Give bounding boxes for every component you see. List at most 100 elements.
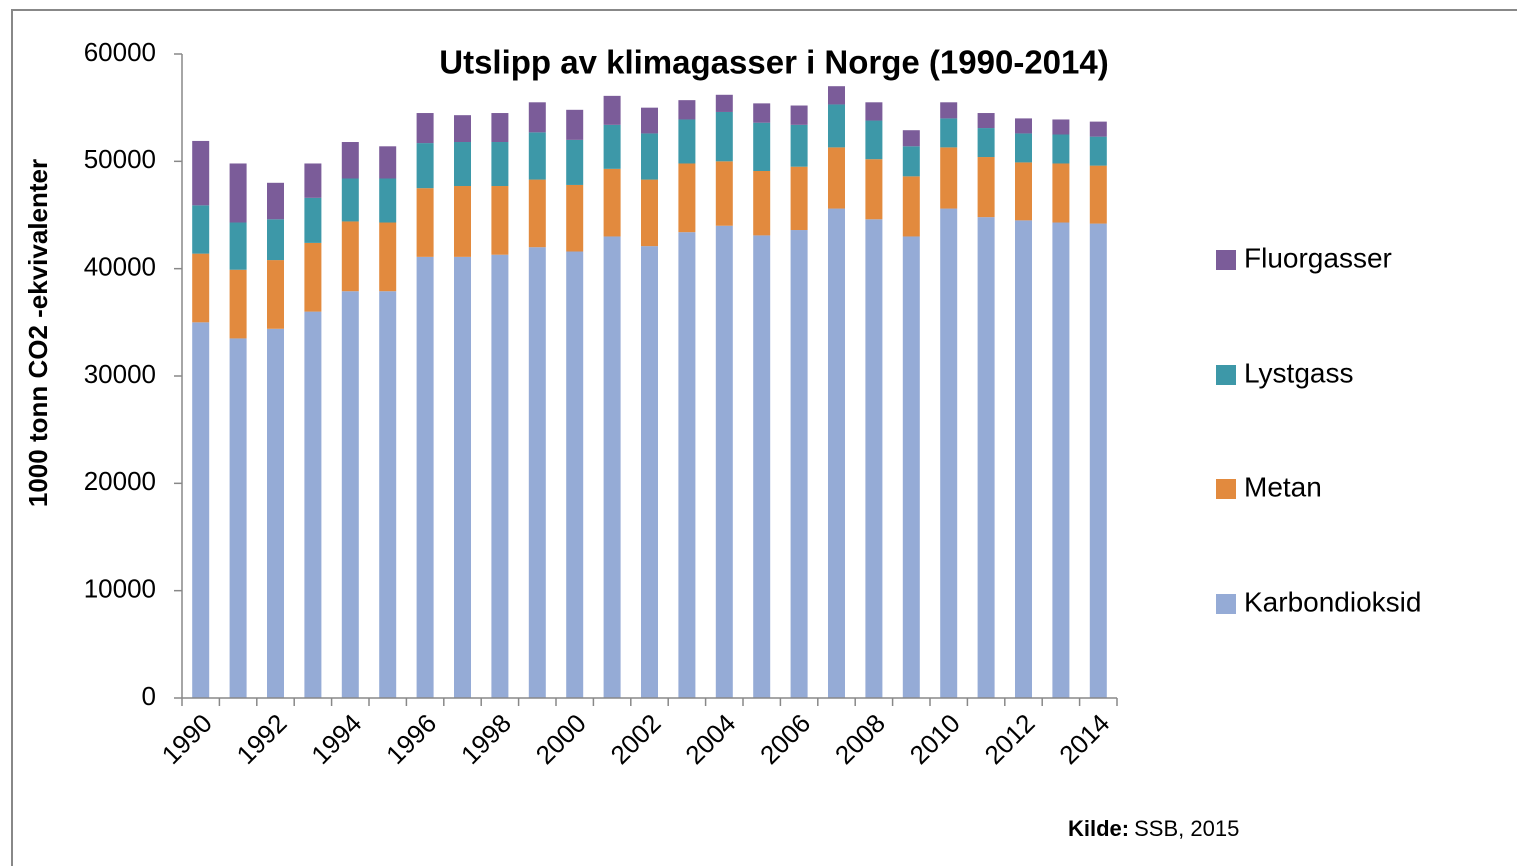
- bar-segment: [641, 107, 658, 134]
- bar-segment: [379, 291, 397, 698]
- bar-segment: [678, 163, 696, 233]
- bar-segment: [753, 170, 771, 236]
- bar-segment: [977, 157, 995, 218]
- bar-segment: [229, 338, 247, 698]
- bar-segment: [641, 133, 658, 180]
- bar-segment: [902, 236, 920, 698]
- y-axis-label: 1000 tonn CO2 -ekvivalenter: [23, 159, 53, 507]
- bar-segment: [341, 142, 359, 179]
- bar-segment: [229, 163, 247, 223]
- bar-segment: [566, 139, 584, 185]
- chart-title: Utslipp av klimagasser i Norge (1990-201…: [439, 44, 1108, 81]
- legend-swatch: [1216, 479, 1236, 499]
- bar-segment: [865, 159, 883, 220]
- bar-segment: [1089, 136, 1107, 166]
- bar-segment: [790, 166, 808, 231]
- bar-segment: [828, 104, 845, 148]
- y-tick-label: 30000: [84, 359, 156, 389]
- bar-segment: [192, 322, 210, 698]
- bar-segment: [940, 208, 958, 698]
- bar-segment: [566, 109, 584, 140]
- bar-segment: [379, 178, 397, 223]
- bar-segment: [229, 222, 247, 270]
- bar-segment: [940, 147, 958, 209]
- bar-segment: [790, 124, 808, 167]
- bar-segment: [940, 102, 958, 119]
- bar-segment: [1015, 133, 1032, 163]
- bar-segment: [603, 95, 621, 125]
- bar-segment: [1052, 222, 1070, 698]
- bar-segment: [416, 113, 434, 144]
- bar-segment: [977, 128, 995, 158]
- legend-label: Karbondioksid: [1244, 586, 1421, 617]
- legend-label: Fluorgasser: [1244, 242, 1392, 273]
- y-tick-label: 60000: [84, 37, 156, 67]
- y-tick-label: 0: [142, 681, 156, 711]
- bar-segment: [528, 132, 546, 180]
- legend-label: Lystgass: [1244, 357, 1353, 388]
- source-text: SSB, 2015: [1134, 816, 1239, 841]
- bar-segment: [1089, 223, 1107, 698]
- bar-segment: [454, 186, 471, 257]
- bar-segment: [828, 147, 845, 209]
- y-tick-label: 10000: [84, 574, 156, 604]
- bar-segment: [341, 178, 359, 222]
- source-note: Kilde: SSB, 2015: [1068, 816, 1239, 841]
- bar-segment: [1015, 220, 1032, 698]
- bar-segment: [229, 269, 247, 339]
- bar-segment: [491, 142, 509, 187]
- bar-segment: [715, 94, 733, 112]
- bar-segment: [341, 221, 359, 292]
- bar-segment: [1052, 119, 1070, 135]
- bar-segment: [828, 208, 845, 698]
- bar-segment: [977, 217, 995, 698]
- bar-segment: [790, 230, 808, 698]
- bar-segment: [304, 311, 322, 698]
- bar-segment: [603, 168, 621, 237]
- bar-segment: [528, 102, 546, 133]
- bar-segment: [416, 256, 434, 698]
- bar-segment: [192, 253, 210, 323]
- bar-segment: [566, 184, 584, 252]
- bar-segment: [865, 120, 883, 160]
- bar-segment: [641, 246, 658, 699]
- bar-segment: [603, 236, 621, 698]
- bar-segment: [678, 119, 696, 164]
- bar-segment: [454, 115, 471, 143]
- bar-segment: [454, 256, 471, 698]
- bar-segment: [715, 111, 733, 162]
- bar-segment: [1052, 163, 1070, 223]
- bar-segment: [267, 260, 284, 329]
- bar-segment: [1052, 134, 1070, 164]
- bar-segment: [603, 124, 621, 169]
- y-tick-label: 40000: [84, 252, 156, 282]
- bar-segment: [715, 161, 733, 226]
- bar-segment: [940, 118, 958, 148]
- bar-segment: [641, 179, 658, 247]
- legend-label: Metan: [1244, 471, 1322, 502]
- bar-segment: [566, 251, 584, 698]
- bar-segment: [1089, 121, 1107, 137]
- bar-segment: [753, 103, 771, 123]
- bar-segment: [1015, 118, 1032, 134]
- y-tick-label: 50000: [84, 144, 156, 174]
- legend-swatch: [1216, 365, 1236, 385]
- bar-segment: [528, 247, 546, 698]
- y-tick-label: 20000: [84, 466, 156, 496]
- bar-segment: [304, 197, 322, 243]
- bar-segment: [491, 254, 509, 699]
- bar-segment: [267, 219, 284, 261]
- bar-segment: [416, 188, 434, 257]
- legend-swatch: [1216, 250, 1236, 270]
- bar-segment: [902, 130, 920, 147]
- bar-segment: [491, 186, 509, 255]
- bar-segment: [192, 205, 210, 254]
- bar-segment: [528, 179, 546, 248]
- bar-segment: [416, 143, 434, 189]
- bar-segment: [678, 100, 696, 120]
- bar-segment: [902, 146, 920, 177]
- bar-segment: [865, 102, 883, 121]
- bar-segment: [865, 219, 883, 698]
- bar-segment: [753, 122, 771, 171]
